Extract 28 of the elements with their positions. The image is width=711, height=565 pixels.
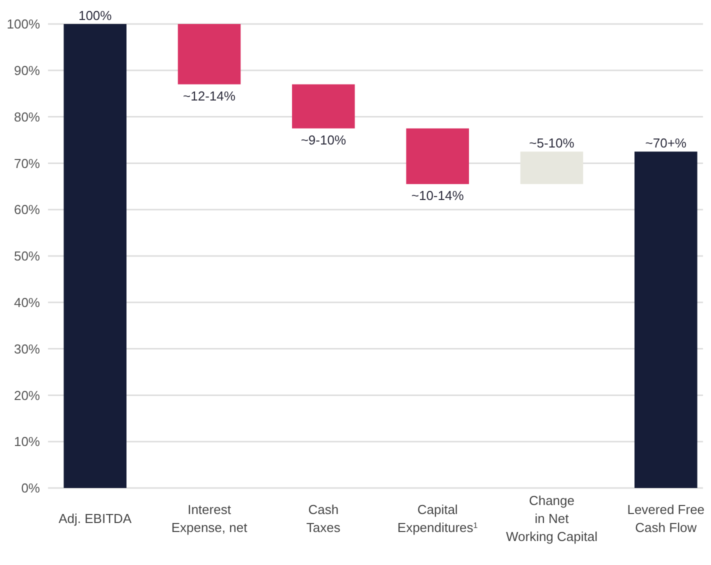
bar (64, 24, 126, 488)
bar (634, 152, 698, 488)
x-tick-label: Change in Net Working Capital (506, 493, 598, 544)
annotation: 100% (78, 8, 112, 23)
bar (406, 128, 469, 184)
y-tick-label: 80% (14, 109, 40, 124)
y-tick-label: 0% (21, 480, 40, 496)
annotation: ~12-14% (183, 88, 236, 104)
y-tick-label: 20% (14, 388, 40, 403)
annotation: ~9-10% (300, 132, 346, 148)
x-tick-label: Levered Free Cash Flow (627, 502, 705, 535)
x-tick-label: Interest Expense, net (171, 502, 248, 535)
x-tick-label: Adj. EBITDA (58, 511, 132, 526)
x-tick-label: Capital Expenditures$^{1}$ (397, 502, 478, 535)
x-tick-label: Cash Taxes (306, 502, 341, 535)
annotation: ~70+% (645, 136, 687, 151)
y-tick-label: 90% (14, 62, 40, 78)
y-tick-label: 70% (14, 156, 40, 171)
y-tick-label: 50% (14, 248, 40, 264)
y-tick-label: 60% (14, 202, 40, 218)
bar (178, 24, 241, 84)
y-tick-label: 10% (14, 434, 40, 450)
annotation: ~10-14% (411, 188, 464, 204)
bar (292, 84, 355, 128)
y-tick-label: 40% (14, 294, 40, 310)
annotation: ~5-10% (529, 136, 575, 151)
y-tick-label: 30% (14, 341, 40, 356)
y-tick-label: 100% (6, 16, 40, 32)
